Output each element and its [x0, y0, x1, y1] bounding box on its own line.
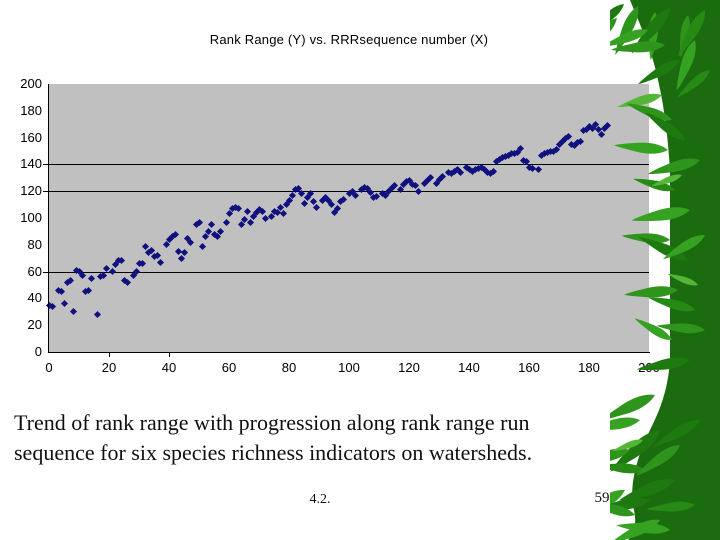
x-tick-mark — [169, 353, 170, 357]
data-point — [198, 242, 206, 250]
y-tick-label: 180 — [20, 102, 42, 118]
y-tick-label: 100 — [20, 210, 42, 225]
data-point — [108, 268, 116, 276]
y-tick-label: 120 — [20, 183, 42, 199]
x-tick-label: 160 — [518, 360, 540, 375]
x-tick-label: 140 — [458, 360, 480, 375]
x-tick-label: 60 — [221, 360, 237, 375]
x-tick-label: 20 — [101, 360, 117, 375]
scatter-chart: Rank Range (Y) vs. RRRsequence number (X… — [0, 32, 660, 380]
gridline-y-60 — [49, 271, 649, 273]
data-point — [279, 210, 287, 218]
data-point — [243, 207, 251, 215]
x-tick-label: 120 — [398, 360, 420, 375]
y-tick-label: 20 — [27, 317, 42, 333]
data-point — [597, 131, 605, 139]
data-point — [60, 300, 68, 308]
plot-area — [45, 84, 649, 352]
data-point — [222, 218, 230, 226]
y-tick-mark — [43, 191, 48, 193]
x-axis-line — [48, 352, 650, 353]
data-point — [93, 310, 101, 319]
x-tick-label: 80 — [281, 360, 297, 375]
data-point — [87, 274, 95, 282]
y-tick-label: 140 — [20, 156, 42, 172]
y-axis-labels: 0 20 40 60 80 100 120 140 160 180 200 — [0, 76, 42, 359]
y-tick-label: 200 — [20, 76, 42, 91]
y-tick-mark — [43, 164, 48, 166]
x-tick-label: 100 — [338, 360, 360, 375]
y-tick-label: 60 — [27, 263, 42, 279]
x-tick-label: 40 — [161, 360, 177, 375]
foliage-border-decoration — [610, 0, 720, 540]
y-tick-label: 160 — [20, 129, 42, 145]
data-point — [78, 272, 86, 280]
caption-line-2: sequence for six species richness indica… — [14, 440, 533, 465]
data-point — [534, 166, 542, 174]
y-tick-mark — [43, 271, 48, 273]
foliage-base — [628, 0, 720, 540]
caption-line-1: Trend of rank range with progression alo… — [14, 410, 530, 435]
gridline-y-140 — [49, 164, 649, 166]
data-point — [69, 308, 77, 316]
data-point — [57, 288, 65, 296]
y-axis-line — [48, 84, 49, 353]
x-tick-label: 0 — [45, 360, 53, 375]
data-point — [456, 168, 464, 176]
y-tick-label: 0 — [34, 344, 42, 359]
data-point — [156, 258, 164, 266]
page-number: 59 — [594, 490, 610, 506]
y-tick-label: 80 — [27, 236, 42, 252]
caption: Trend of rank range with progression alo… — [14, 408, 654, 468]
x-tick-label: 180 — [578, 360, 600, 375]
x-tick-mark — [109, 353, 110, 357]
y-tick-label: 40 — [27, 290, 42, 306]
section-number: 4.2. — [309, 492, 331, 507]
chart-title: Rank Range (Y) vs. RRRsequence number (X… — [209, 32, 489, 47]
data-point — [234, 205, 242, 213]
